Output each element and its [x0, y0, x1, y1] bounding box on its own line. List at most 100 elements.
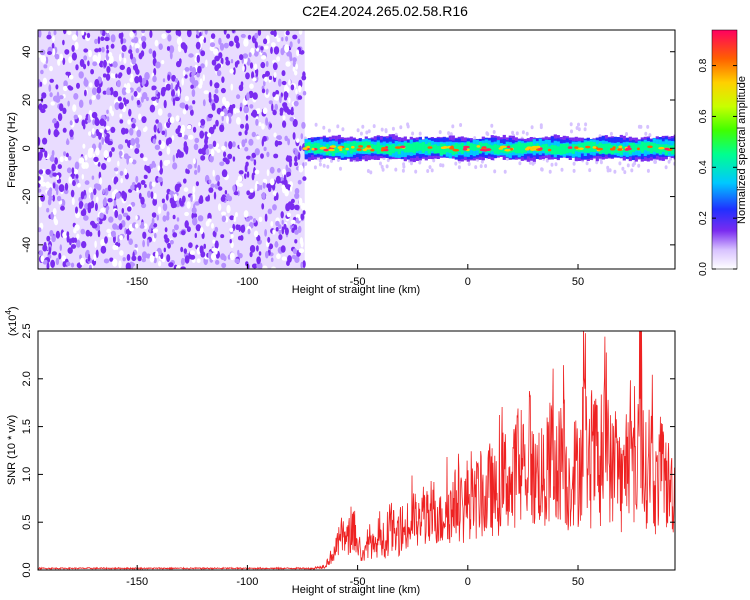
- noise-speckle: [281, 70, 286, 77]
- noise-speckle: [193, 143, 199, 151]
- noise-speckle: [172, 154, 175, 163]
- noise-speckle: [214, 240, 219, 249]
- signal-peak: [337, 146, 343, 149]
- noise-speckle: [229, 215, 235, 221]
- noise-speckle: [98, 47, 102, 52]
- noise-speckle: [302, 71, 306, 78]
- noise-speckle: [91, 128, 95, 135]
- noise-speckle: [272, 229, 276, 235]
- noise-speckle: [300, 261, 304, 269]
- signal-halo: [572, 168, 576, 173]
- noise-speckle: [71, 34, 78, 41]
- signal-halo: [447, 131, 451, 136]
- noise-speckle: [62, 107, 67, 115]
- noise-speckle: [96, 86, 102, 94]
- signal-band-layer: [613, 144, 617, 154]
- signal-halo: [521, 130, 525, 135]
- noise-speckle: [234, 35, 239, 44]
- noise-speckle: [187, 164, 193, 170]
- noise-speckle: [196, 258, 201, 264]
- noise-speckle: [53, 216, 57, 224]
- noise-speckle: [267, 236, 271, 243]
- noise-speckle: [263, 45, 269, 50]
- noise-speckle: [257, 30, 262, 36]
- noise-speckle: [227, 254, 231, 260]
- signal-peak: [328, 148, 335, 152]
- noise-speckle: [74, 41, 79, 50]
- noise-speckle: [123, 193, 127, 202]
- signal-peak: [506, 145, 511, 149]
- noise-speckle: [157, 108, 163, 116]
- noise-speckle: [165, 138, 170, 146]
- noise-speckle: [106, 116, 110, 122]
- noise-speckle: [280, 211, 284, 219]
- noise-speckle: [121, 87, 127, 96]
- noise-speckle: [141, 116, 147, 124]
- noise-speckle: [300, 202, 306, 211]
- noise-speckle: [58, 252, 62, 260]
- noise-speckle: [161, 33, 167, 39]
- noise-speckle: [233, 107, 237, 114]
- noise-speckle: [230, 59, 234, 64]
- noise-speckle: [282, 115, 286, 120]
- signal-band-layer: [643, 142, 647, 151]
- noise-speckle: [48, 246, 52, 255]
- noise-speckle: [69, 129, 74, 138]
- signal-band-layer: [412, 142, 416, 154]
- noise-speckle: [146, 239, 150, 247]
- noise-speckle: [252, 92, 258, 100]
- noise-speckle: [70, 262, 75, 268]
- signal-halo: [646, 124, 650, 129]
- noise-speckle: [81, 30, 85, 36]
- noise-speckle: [149, 30, 153, 38]
- noise-speckle: [144, 72, 150, 81]
- noise-speckle: [135, 215, 138, 221]
- noise-speckle: [126, 82, 131, 90]
- signal-halo: [484, 164, 488, 168]
- noise-speckle: [163, 99, 167, 109]
- noise-speckle: [54, 157, 58, 165]
- noise-speckle: [182, 108, 187, 115]
- noise-speckle: [99, 212, 104, 219]
- noise-speckle: [262, 181, 266, 189]
- signal-peak: [362, 148, 367, 152]
- signal-peak: [476, 145, 481, 148]
- noise-speckle: [138, 192, 142, 200]
- noise-speckle: [283, 103, 288, 112]
- noise-speckle: [182, 69, 186, 77]
- noise-speckle: [154, 144, 161, 150]
- noise-speckle: [151, 96, 157, 102]
- noise-speckle: [264, 213, 268, 222]
- signal-peak: [463, 145, 470, 149]
- noise-speckle: [214, 88, 219, 94]
- signal-halo: [322, 163, 326, 168]
- noise-speckle: [141, 258, 146, 263]
- noise-speckle: [94, 118, 100, 126]
- noise-speckle: [73, 93, 79, 100]
- noise-speckle: [288, 79, 291, 86]
- noise-speckle: [232, 184, 236, 193]
- noise-speckle: [82, 122, 86, 130]
- signal-halo: [394, 167, 398, 172]
- noise-speckle: [302, 210, 306, 215]
- noise-speckle: [228, 116, 232, 124]
- noise-speckle: [276, 56, 281, 62]
- signal-peak: [394, 146, 402, 149]
- noise-speckle: [70, 189, 75, 198]
- heatmap-frame: [37, 29, 676, 270]
- noise-speckle: [215, 143, 220, 148]
- signal-halo: [654, 159, 657, 164]
- noise-speckle: [156, 214, 159, 221]
- noise-speckle: [38, 176, 41, 181]
- noise-speckle: [271, 42, 276, 48]
- noise-speckle: [38, 188, 42, 193]
- noise-speckle: [107, 233, 113, 238]
- noise-speckle: [40, 148, 46, 153]
- signal-halo: [588, 168, 592, 173]
- noise-speckle: [121, 191, 124, 196]
- signal-peak: [530, 148, 536, 151]
- noise-speckle: [65, 261, 71, 267]
- noise-speckle: [275, 94, 279, 101]
- signal-peak: [329, 145, 337, 148]
- noise-speckle: [254, 32, 259, 39]
